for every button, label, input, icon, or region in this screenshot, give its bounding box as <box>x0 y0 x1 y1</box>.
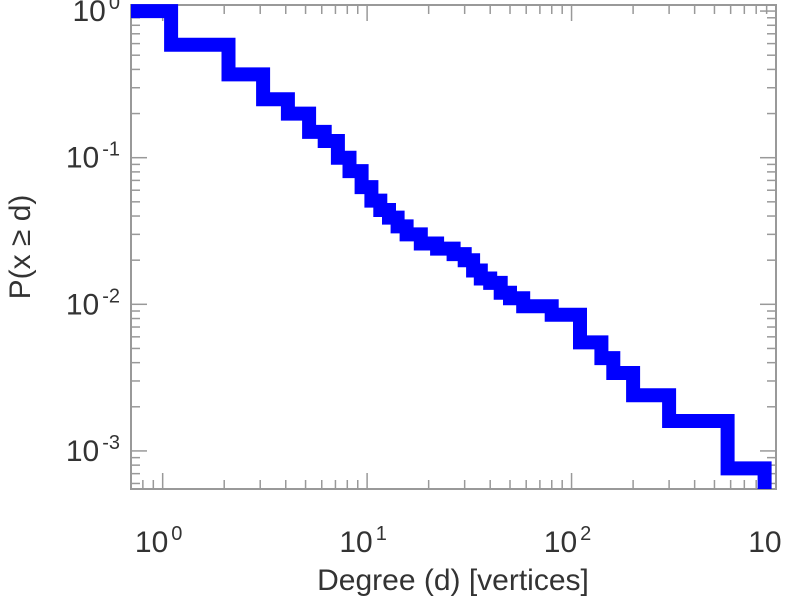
series-layer <box>131 4 772 489</box>
y-tick-label: 10 -1 <box>66 139 120 175</box>
x-tick-label-base: 10 <box>135 526 168 559</box>
x-tick-label: 10 2 <box>544 523 592 559</box>
x-tick-label-base: 10 <box>748 526 781 559</box>
y-tick-label-base: 10 <box>66 142 99 175</box>
x-tick-label: 103 <box>748 523 785 559</box>
y-tick-label-exponent: 0 <box>109 0 120 14</box>
x-tick-label-base: 10 <box>544 526 577 559</box>
y-tick-label-exponent: -3 <box>102 432 120 454</box>
x-tick-label-exponent: 0 <box>171 523 182 545</box>
ccdf-series-line <box>131 4 772 489</box>
x-tick-label: 10 0 <box>135 523 183 559</box>
x-axis-label: Degree (d) [vertices] <box>317 564 589 597</box>
tick-labels: 10010110210310010-110-210-3 <box>66 0 785 559</box>
y-tick-label: 10 -2 <box>66 285 120 321</box>
y-tick-label-base: 10 <box>73 0 106 28</box>
y-tick-label-base: 10 <box>66 288 99 321</box>
y-tick-label-exponent: -2 <box>102 285 120 307</box>
x-tick-label-exponent: 1 <box>376 523 387 545</box>
y-axis-label: P(x ≥ d) <box>4 195 37 300</box>
y-tick-label: 10 -3 <box>66 432 120 468</box>
x-tick-label-exponent: 2 <box>580 523 591 545</box>
y-tick-label-exponent: -1 <box>102 139 120 161</box>
x-tick-label: 10 1 <box>339 523 387 559</box>
x-tick-label-base: 10 <box>339 526 372 559</box>
y-tick-label-base: 10 <box>66 435 99 468</box>
plot-frame <box>130 4 777 490</box>
y-tick-label: 10 0 <box>73 0 121 28</box>
